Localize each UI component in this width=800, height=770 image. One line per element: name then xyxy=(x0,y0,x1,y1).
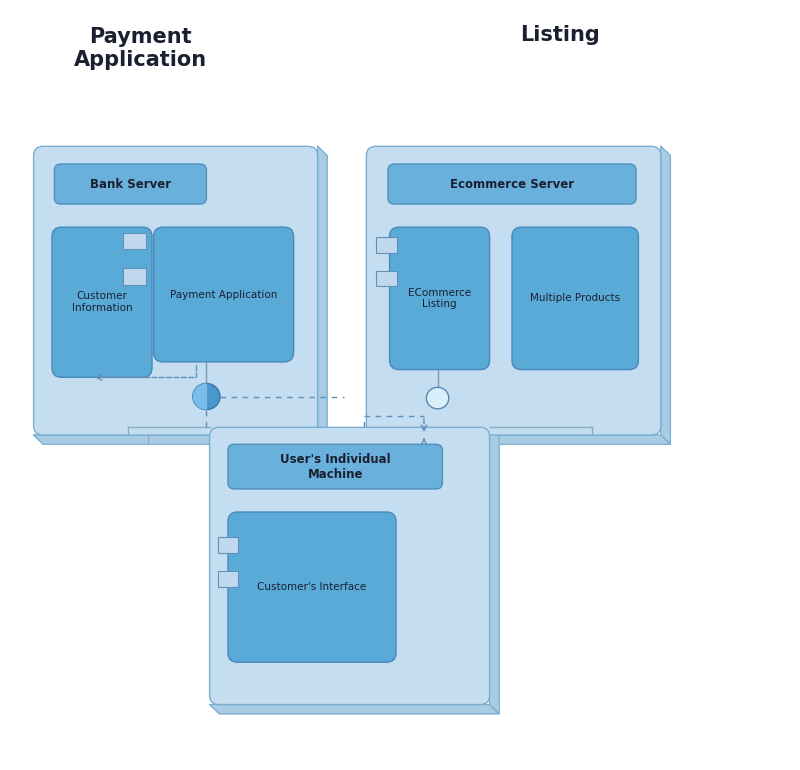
FancyBboxPatch shape xyxy=(54,164,206,204)
FancyBboxPatch shape xyxy=(34,146,318,435)
FancyBboxPatch shape xyxy=(366,146,661,435)
FancyBboxPatch shape xyxy=(228,444,442,489)
Bar xyxy=(376,237,397,253)
Text: Payment Application: Payment Application xyxy=(170,290,278,300)
Circle shape xyxy=(193,383,220,410)
FancyBboxPatch shape xyxy=(388,164,636,204)
Text: Payment
Application: Payment Application xyxy=(74,27,206,70)
Polygon shape xyxy=(366,435,670,444)
Polygon shape xyxy=(210,705,499,714)
Polygon shape xyxy=(34,435,327,444)
FancyBboxPatch shape xyxy=(210,427,490,705)
Text: Customer
Information: Customer Information xyxy=(72,291,132,313)
Bar xyxy=(218,537,238,553)
Bar xyxy=(123,233,146,249)
Text: Bank Server: Bank Server xyxy=(90,178,171,190)
Text: User's Individual
Machine: User's Individual Machine xyxy=(280,453,390,480)
FancyBboxPatch shape xyxy=(52,227,152,377)
Polygon shape xyxy=(490,427,499,714)
Bar xyxy=(123,268,146,285)
Text: ECommerce
Listing: ECommerce Listing xyxy=(408,287,471,310)
Polygon shape xyxy=(661,146,670,444)
Bar xyxy=(218,571,238,587)
Text: Multiple Products: Multiple Products xyxy=(530,293,620,303)
Circle shape xyxy=(426,387,449,409)
FancyBboxPatch shape xyxy=(390,227,490,370)
Polygon shape xyxy=(194,384,206,409)
Polygon shape xyxy=(318,146,327,444)
Text: Listing: Listing xyxy=(520,25,600,45)
FancyBboxPatch shape xyxy=(512,227,638,370)
Bar xyxy=(376,271,397,286)
Text: Customer's Interface: Customer's Interface xyxy=(258,582,366,592)
FancyBboxPatch shape xyxy=(228,512,396,662)
Text: Ecommerce Server: Ecommerce Server xyxy=(450,178,574,190)
FancyBboxPatch shape xyxy=(154,227,294,362)
